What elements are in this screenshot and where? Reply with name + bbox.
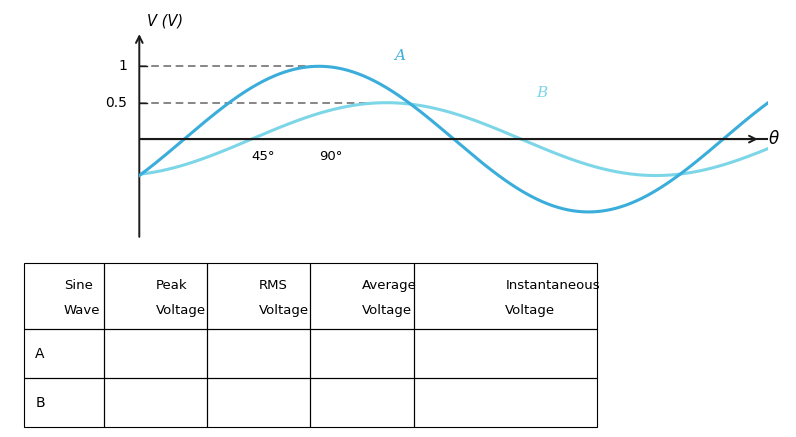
Text: 45°: 45° <box>252 150 275 163</box>
Bar <box>310 329 414 378</box>
Text: A: A <box>35 347 45 361</box>
Bar <box>310 263 414 329</box>
Text: Peak: Peak <box>156 279 187 292</box>
Bar <box>24 378 104 427</box>
Bar <box>207 378 310 427</box>
Bar <box>207 263 310 329</box>
Bar <box>104 263 207 329</box>
Text: Voltage: Voltage <box>505 304 556 317</box>
Text: 1: 1 <box>119 59 127 73</box>
Text: Wave: Wave <box>64 304 100 317</box>
Text: 0.5: 0.5 <box>105 96 127 110</box>
Text: A: A <box>394 49 405 63</box>
Text: Voltage: Voltage <box>156 304 206 317</box>
Text: Instantaneous: Instantaneous <box>505 279 600 292</box>
Bar <box>24 263 104 329</box>
Bar <box>24 329 104 378</box>
Text: RMS: RMS <box>259 279 287 292</box>
Text: Sine: Sine <box>64 279 93 292</box>
Bar <box>414 329 597 378</box>
Text: B: B <box>536 86 548 100</box>
Bar <box>414 263 597 329</box>
Text: Voltage: Voltage <box>259 304 309 317</box>
Text: V (V): V (V) <box>146 14 183 28</box>
Bar <box>104 378 207 427</box>
Text: B: B <box>35 396 45 410</box>
Bar <box>310 378 414 427</box>
Bar <box>207 329 310 378</box>
Bar <box>104 329 207 378</box>
Bar <box>414 378 597 427</box>
Text: $\theta$: $\theta$ <box>768 130 780 148</box>
Text: Average: Average <box>362 279 417 292</box>
Text: Voltage: Voltage <box>362 304 412 317</box>
Text: 90°: 90° <box>319 150 342 163</box>
